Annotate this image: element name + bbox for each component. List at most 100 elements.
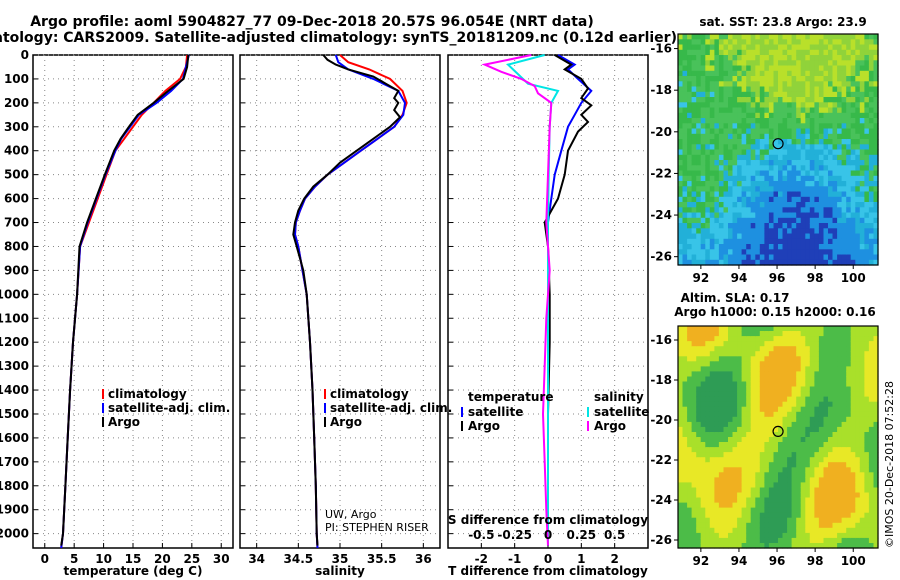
map-cell bbox=[791, 102, 797, 109]
map-cell bbox=[768, 186, 774, 193]
map-cell bbox=[764, 97, 770, 103]
map-cell bbox=[787, 376, 793, 383]
map-cell bbox=[678, 181, 684, 187]
map-cell bbox=[737, 254, 743, 261]
map-cell bbox=[800, 457, 806, 463]
map-cell bbox=[741, 406, 747, 413]
map-cell bbox=[823, 386, 829, 393]
map-cell bbox=[696, 406, 702, 413]
map-cell bbox=[850, 254, 856, 261]
map-cell bbox=[796, 381, 802, 388]
map-cell bbox=[782, 391, 788, 398]
map-cell bbox=[678, 102, 684, 109]
map-cell bbox=[846, 391, 852, 398]
map-cell bbox=[678, 123, 684, 130]
map-cell bbox=[750, 212, 756, 219]
map-cell bbox=[714, 86, 720, 93]
map-cell bbox=[759, 160, 765, 166]
map-cell bbox=[823, 76, 829, 82]
map-cell bbox=[746, 482, 752, 488]
map-cell bbox=[837, 133, 843, 140]
map-cell bbox=[818, 341, 824, 347]
map-cell bbox=[700, 346, 706, 352]
map-cell bbox=[809, 144, 815, 151]
map-cell bbox=[714, 123, 720, 130]
map-cell bbox=[737, 133, 743, 140]
map-cell bbox=[723, 462, 729, 468]
map-cell bbox=[859, 186, 865, 193]
map-cell bbox=[768, 477, 774, 483]
map-cell bbox=[782, 447, 788, 453]
map-cell bbox=[709, 86, 715, 93]
map-cell bbox=[728, 472, 734, 478]
map-cell bbox=[832, 202, 838, 208]
map-cell bbox=[873, 102, 879, 109]
map-cell bbox=[873, 217, 879, 224]
map-cell bbox=[750, 396, 756, 403]
map-cell bbox=[755, 467, 761, 473]
map-cell bbox=[691, 154, 697, 161]
map-cell bbox=[746, 381, 752, 388]
map-cell bbox=[714, 457, 720, 463]
map-cell bbox=[773, 170, 779, 177]
map-cell bbox=[728, 361, 734, 367]
map-cell bbox=[682, 447, 688, 453]
map-cell bbox=[755, 421, 761, 428]
map-cell bbox=[832, 462, 838, 468]
map-cell bbox=[864, 202, 870, 208]
map-cell bbox=[805, 341, 811, 347]
map-cell bbox=[750, 497, 756, 504]
map-cell bbox=[778, 91, 784, 98]
map-cell bbox=[841, 44, 847, 51]
map-cell bbox=[750, 44, 756, 51]
map-cell bbox=[687, 406, 693, 413]
map-cell bbox=[796, 356, 802, 362]
map-cell bbox=[828, 411, 834, 418]
map-cell bbox=[768, 107, 774, 114]
map-cell bbox=[682, 259, 688, 266]
map-cell bbox=[700, 186, 706, 193]
map-cell bbox=[746, 133, 752, 140]
map-cell bbox=[700, 457, 706, 463]
map-cell bbox=[682, 487, 688, 494]
map-cell bbox=[728, 228, 734, 235]
map-cell bbox=[723, 326, 729, 332]
map-cell bbox=[846, 537, 852, 544]
map-cell bbox=[846, 244, 852, 250]
map-cell bbox=[764, 186, 770, 193]
map-cell bbox=[723, 517, 729, 524]
map-cell bbox=[855, 170, 861, 177]
map-cell bbox=[823, 165, 829, 172]
map-cell bbox=[791, 202, 797, 208]
map-cell bbox=[814, 467, 820, 473]
map-cell bbox=[741, 259, 747, 266]
map-cell bbox=[737, 76, 743, 82]
map-cell bbox=[809, 452, 815, 458]
map-cell bbox=[855, 487, 861, 494]
map-cell bbox=[778, 49, 784, 56]
map-cell bbox=[768, 196, 774, 203]
map-cell bbox=[691, 351, 697, 357]
map-cell bbox=[791, 233, 797, 240]
map-cell bbox=[778, 497, 784, 504]
map-cell bbox=[859, 39, 865, 46]
map-cell bbox=[823, 537, 829, 544]
map-cell bbox=[723, 452, 729, 458]
map-cell bbox=[873, 233, 879, 240]
map-cell bbox=[846, 107, 852, 114]
map-cell bbox=[796, 426, 802, 433]
map-cell bbox=[709, 186, 715, 193]
map-cell bbox=[714, 149, 720, 156]
map-cell bbox=[773, 522, 779, 529]
map-cell bbox=[809, 112, 815, 119]
map-cell bbox=[759, 452, 765, 458]
map-cell bbox=[773, 351, 779, 357]
map-cell bbox=[768, 502, 774, 509]
map-cell bbox=[768, 381, 774, 388]
map-cell bbox=[709, 60, 715, 67]
map-cell bbox=[787, 411, 793, 418]
map-cell bbox=[859, 527, 865, 534]
map-cell bbox=[691, 170, 697, 177]
map-cell bbox=[832, 191, 838, 198]
map-cell bbox=[800, 259, 806, 266]
